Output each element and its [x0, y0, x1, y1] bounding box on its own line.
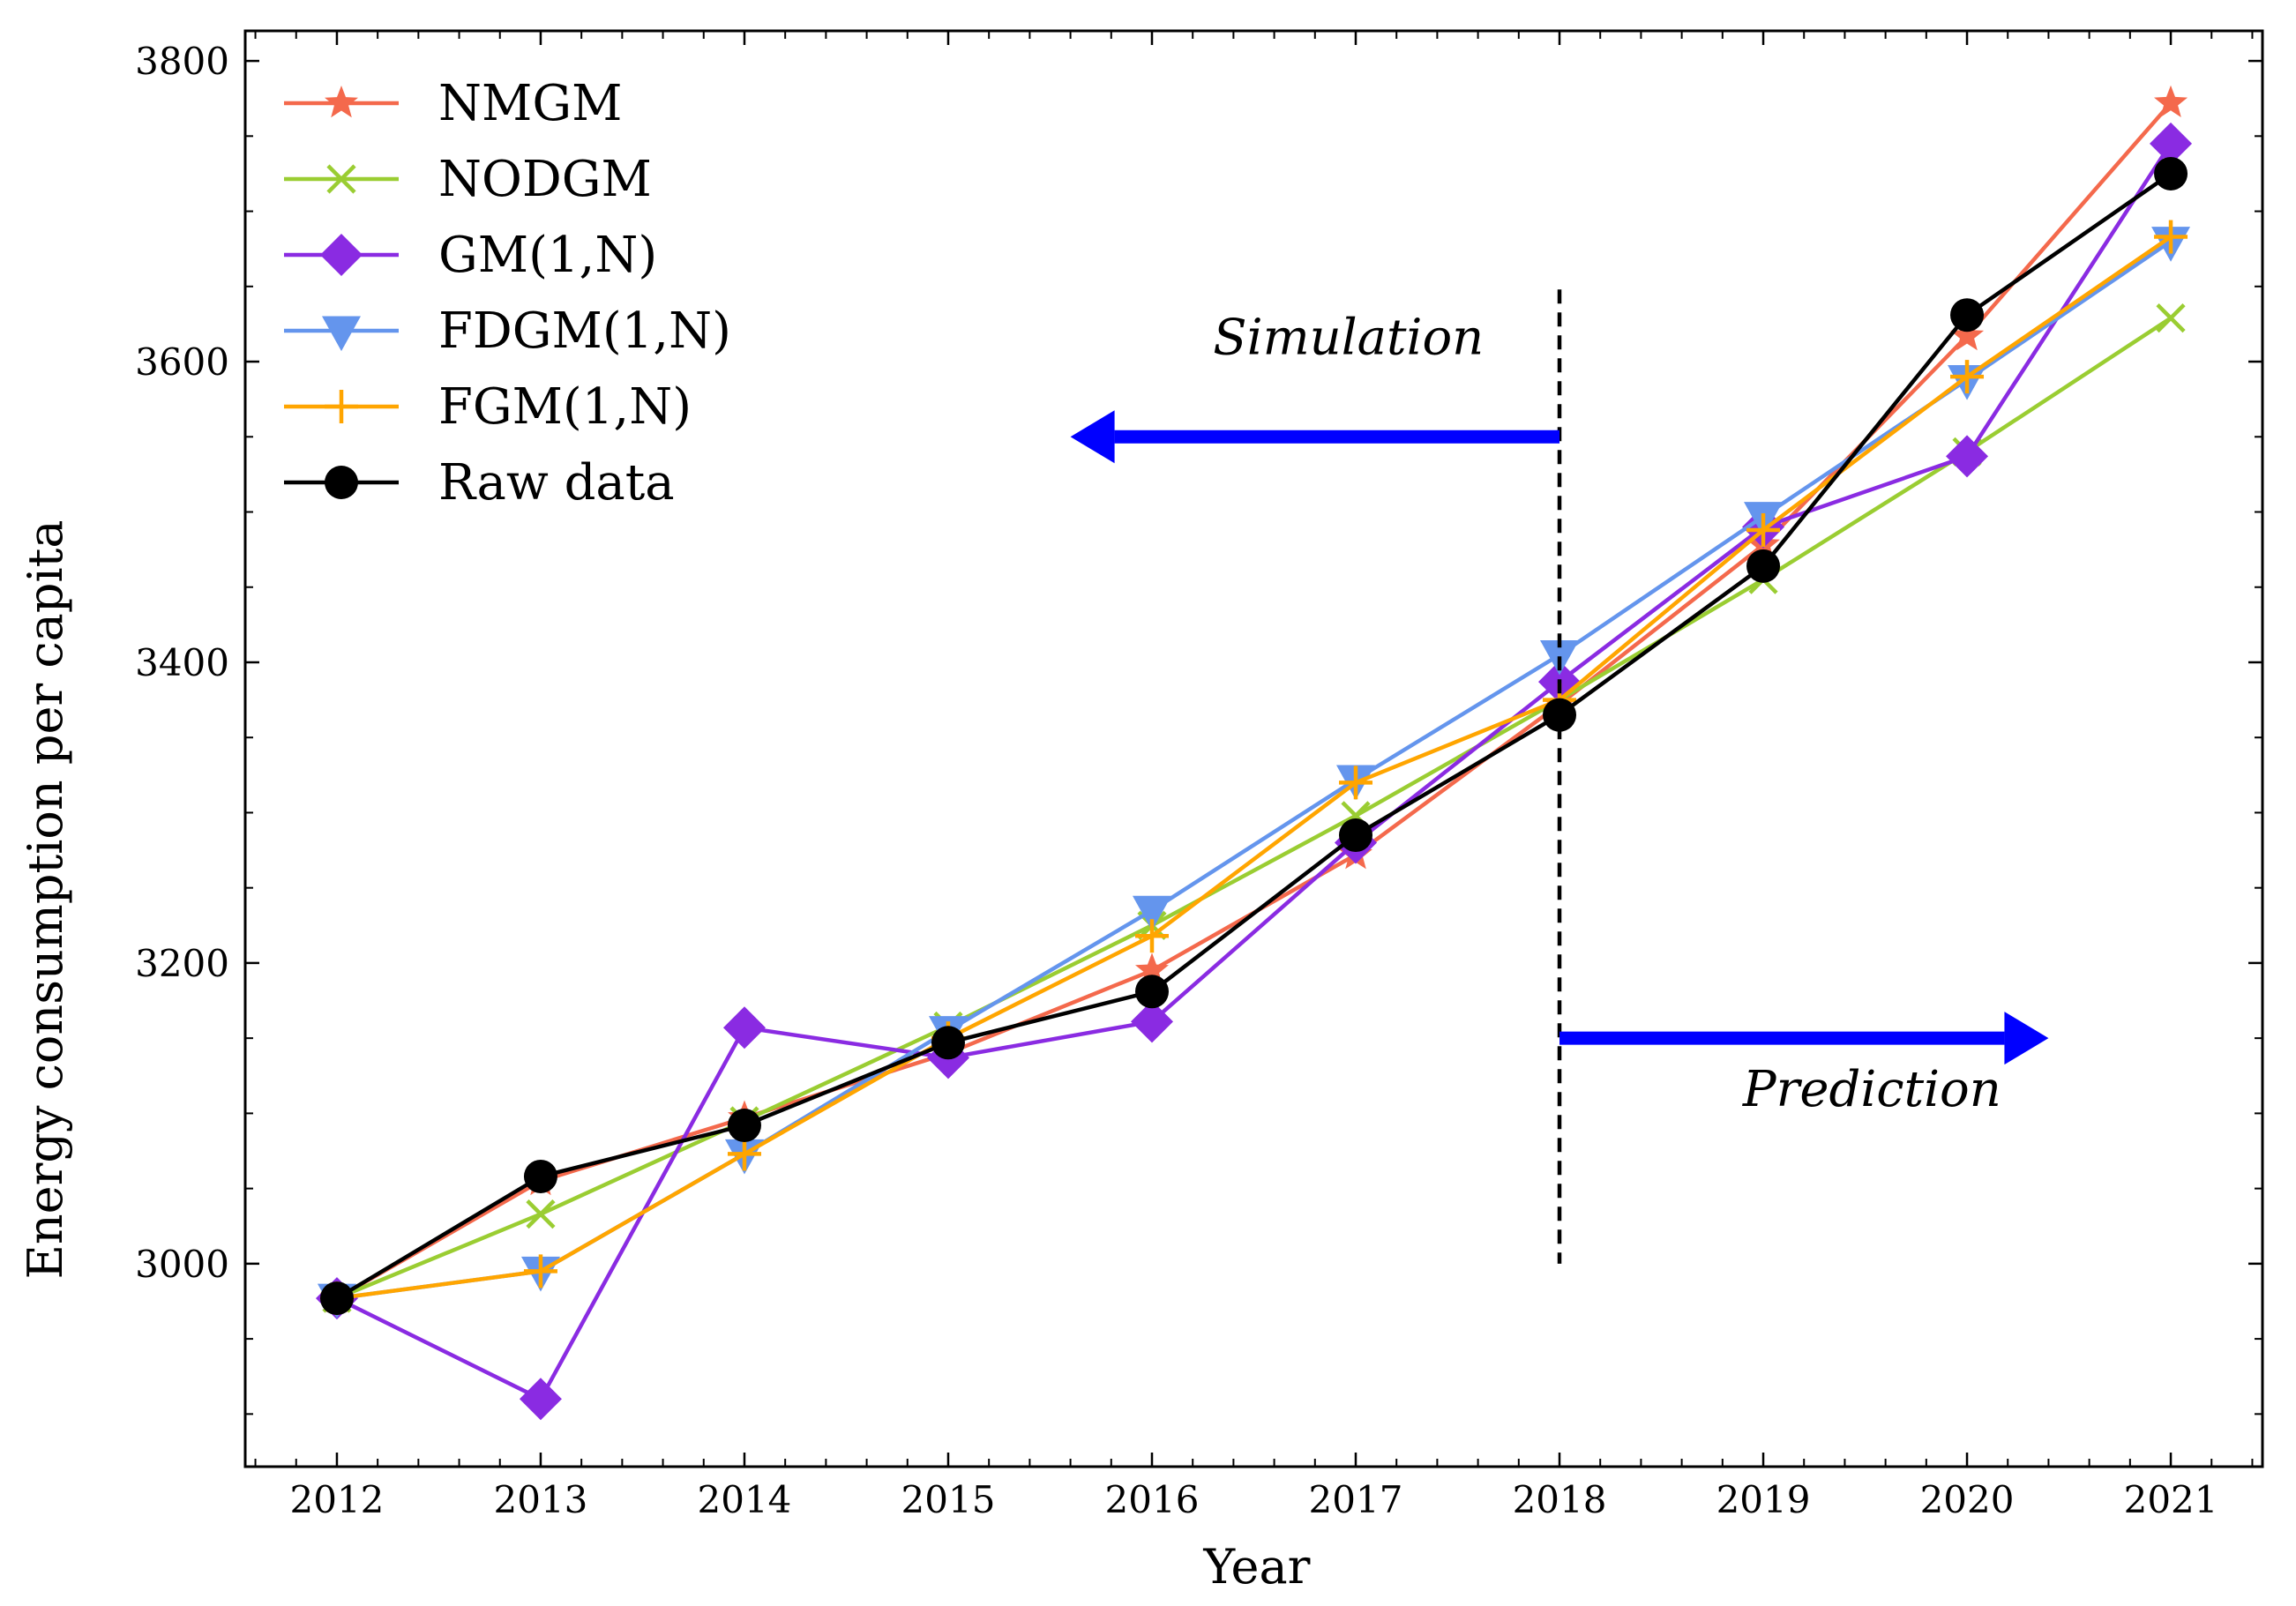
x-tick-label: 2014: [698, 1478, 792, 1521]
legend-item-nodgm: NODGM: [284, 151, 652, 208]
data-point: [1950, 298, 1985, 332]
plot-frame: [243, 29, 2264, 1468]
data-point: [1134, 919, 1169, 953]
simulation-label: Simulation: [1213, 310, 1484, 367]
legend-item-gm1n: GM(1,N): [284, 227, 657, 284]
x-axis-title: Year: [1203, 1539, 1311, 1595]
annotation-layer: [1070, 289, 2049, 1264]
data-point: [2156, 303, 2186, 333]
data-point: [519, 1378, 562, 1421]
legend-label: FDGM(1,N): [438, 303, 731, 360]
x-tick-label: 2012: [290, 1478, 385, 1521]
data-point: [1950, 360, 1985, 394]
data-point: [526, 1199, 556, 1229]
series-raw-data: [319, 156, 2188, 1316]
data-point: [1132, 895, 1171, 931]
legend-marker: [326, 164, 356, 194]
data-point: [2154, 156, 2188, 190]
y-axis-title: Energy consumption per capita: [18, 519, 73, 1279]
data-point: [2154, 85, 2188, 117]
x-tick-label: 2018: [1513, 1478, 1607, 1521]
data-point: [319, 1281, 354, 1316]
legend: NMGM NODGM GM(1,N) FDGM(1,N) FGM(1,N) Ra…: [284, 75, 731, 512]
legend-label: GM(1,N): [438, 227, 657, 284]
series-line: [336, 235, 2173, 1301]
legend-marker: [322, 316, 361, 352]
data-point: [1135, 952, 1169, 985]
data-point: [1946, 435, 1989, 478]
x-tick-label: 2016: [1105, 1478, 1200, 1521]
prediction-label: Prediction: [1742, 1061, 2001, 1118]
y-tick-label: 3000: [135, 1243, 229, 1286]
series-fgm-1-n: [319, 220, 2188, 1316]
simulation-arrow: [1070, 410, 1560, 464]
y-tick-label: 3800: [135, 40, 229, 83]
prediction-arrow: [1559, 1012, 2049, 1065]
data-point: [727, 1109, 761, 1143]
data-point: [1339, 818, 1373, 853]
x-tick-label: 2021: [2124, 1478, 2218, 1521]
legend-marker: [325, 390, 358, 423]
legend-marker: [325, 86, 358, 118]
series-layer: [315, 85, 2193, 1421]
data-point: [2154, 220, 2188, 254]
data-point: [1130, 1000, 1173, 1043]
legend-marker: [320, 234, 363, 276]
series-line: [336, 316, 2173, 1301]
data-point: [1950, 318, 1985, 351]
axis-ticks: 2012 2013 2014 2015 2016 2017 2018 2019 2020 2021…: [135, 31, 2262, 1521]
legend-label: FGM(1,N): [438, 378, 692, 436]
legend-marker: [325, 466, 358, 499]
data-point: [2150, 122, 2193, 165]
x-tick-label: 2020: [1920, 1478, 2015, 1521]
y-tick-label: 3600: [135, 340, 229, 384]
legend-label: Raw data: [438, 454, 675, 512]
data-point: [523, 1159, 557, 1193]
legend-label: NODGM: [438, 151, 652, 208]
legend-item-fgm1n: FGM(1,N): [284, 378, 692, 436]
series-line: [335, 172, 2173, 1301]
legend-item-fdgm1n: FDGM(1,N): [284, 303, 731, 360]
legend-item-raw-data: Raw data: [284, 454, 675, 512]
data-point: [727, 1137, 761, 1171]
legend-item-nmgm: NMGM: [284, 75, 622, 132]
data-point: [1746, 512, 1781, 547]
data-point: [931, 1026, 965, 1060]
data-point: [1339, 766, 1373, 800]
y-tick-label: 3200: [135, 942, 229, 985]
x-tick-label: 2013: [494, 1478, 588, 1521]
x-tick-label: 2019: [1716, 1478, 1811, 1521]
y-tick-label: 3400: [135, 641, 229, 684]
data-point: [523, 1254, 557, 1289]
x-tick-label: 2017: [1309, 1478, 1403, 1521]
legend-label: NMGM: [438, 75, 622, 132]
data-point: [1134, 975, 1169, 1009]
x-tick-label: 2015: [901, 1478, 996, 1521]
data-point: [1746, 549, 1781, 583]
data-point: [722, 1006, 766, 1050]
